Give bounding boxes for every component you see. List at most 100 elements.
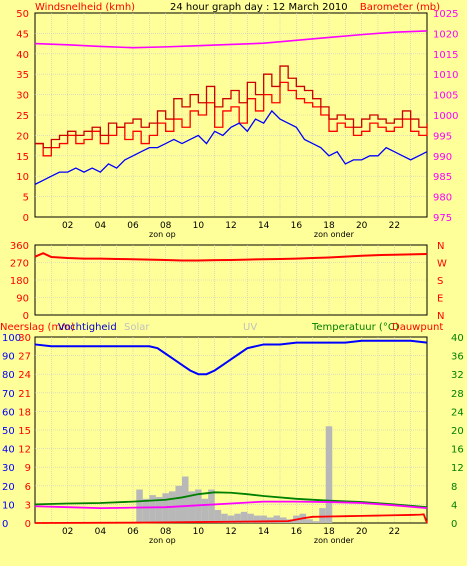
dewpoint-axis-label: Dauwpunt xyxy=(392,322,443,333)
compass-label: N xyxy=(437,241,444,252)
y-tick-label-left: 45 xyxy=(16,29,29,40)
solar-bar xyxy=(195,489,202,523)
x-tick-label: 20 xyxy=(356,221,368,231)
y-tick-label-left: 0 xyxy=(23,311,29,322)
y-tick-label-left: 20 xyxy=(16,131,29,142)
solar-bar xyxy=(260,515,267,523)
x-tick-label: 16 xyxy=(291,527,303,537)
y-tick-label-right: 1010 xyxy=(433,70,458,81)
y-tick-label-temp: 0 xyxy=(451,519,457,530)
series-line-1 xyxy=(34,339,428,376)
y-tick-label-right: 990 xyxy=(433,152,452,163)
solar-bar xyxy=(208,489,215,523)
y-tick-label-humidity: 90 xyxy=(2,352,15,363)
solar-bar xyxy=(214,509,222,523)
solar-bar xyxy=(306,519,313,523)
solar-bar xyxy=(201,498,209,523)
solar-bar xyxy=(182,476,189,523)
y-tick-label-left: 360 xyxy=(10,241,29,252)
y-tick-label-left: 35 xyxy=(16,70,29,81)
x-sub-label: zon onder xyxy=(314,230,355,239)
y-tick-label-temp: 20 xyxy=(451,426,464,437)
y-tick-label-right: 980 xyxy=(433,193,452,204)
x-tick-label: 22 xyxy=(389,221,400,231)
y-tick-label-humidity: 10 xyxy=(2,500,15,511)
y-tick-label-humidity: 20 xyxy=(2,482,15,493)
solar-bar xyxy=(240,511,248,523)
series-line-1 xyxy=(35,65,428,149)
x-tick-label: 20 xyxy=(356,527,368,537)
rain-axis-label: Neerslag (mm) xyxy=(0,322,75,333)
y-tick-label-right: 995 xyxy=(433,131,452,142)
y-tick-label-rain: 15 xyxy=(18,426,31,437)
y-tick-label-temp: 36 xyxy=(451,352,464,363)
x-tick-label: 22 xyxy=(389,527,400,537)
x-tick-label: 02 xyxy=(62,527,73,537)
y-tick-label-rain: 12 xyxy=(18,445,31,456)
x-sub-label: zon onder xyxy=(314,536,355,545)
y-tick-label-right: 975 xyxy=(433,213,452,224)
y-tick-label-left: 10 xyxy=(16,172,29,183)
x-tick-label: 10 xyxy=(193,221,205,231)
y-tick-label-left: 25 xyxy=(16,111,29,122)
y-tick-label-rain: 6 xyxy=(25,482,31,493)
solar-bar xyxy=(253,515,261,523)
y-tick-label-left: 50 xyxy=(16,9,29,20)
compass-label: W xyxy=(437,259,447,270)
x-tick-label: 16 xyxy=(291,221,303,231)
solar-bar xyxy=(175,485,182,523)
y-tick-label-left: 270 xyxy=(10,259,29,270)
y-tick-label-humidity: 60 xyxy=(2,407,15,418)
x-sub-label: zon op xyxy=(149,536,176,545)
temperature-axis-label: Temperatuur (°C) xyxy=(311,322,399,333)
y-tick-label-humidity: 70 xyxy=(2,389,15,400)
x-tick-label: 06 xyxy=(127,221,139,231)
y-tick-label-humidity: 100 xyxy=(2,333,21,344)
x-tick-label: 04 xyxy=(95,527,107,537)
x-tick-label: 18 xyxy=(323,221,335,231)
y-tick-label-right: 1015 xyxy=(433,50,458,61)
y-tick-label-right: 1025 xyxy=(433,9,458,20)
y-tick-label-left: 30 xyxy=(16,91,29,102)
x-tick-label: 14 xyxy=(258,527,270,537)
y-tick-label-humidity: 30 xyxy=(2,463,15,474)
compass-label: N xyxy=(437,311,444,322)
series-line-3 xyxy=(34,30,428,49)
y-tick-label-humidity: 50 xyxy=(2,426,15,437)
solar-bar xyxy=(142,498,150,523)
wind-panel: 0510152025303540455097598098599099510001… xyxy=(16,9,458,239)
y-tick-label-temp: 28 xyxy=(451,389,464,400)
x-tick-label: 02 xyxy=(62,221,73,231)
y-tick-label-right: 1020 xyxy=(433,29,458,40)
solar-bar xyxy=(312,521,320,523)
y-tick-label-right: 1005 xyxy=(433,91,458,102)
solar-bar xyxy=(221,513,228,523)
x-tick-label: 08 xyxy=(160,221,172,231)
solar-bar xyxy=(155,496,163,523)
y-tick-label-humidity: 0 xyxy=(2,519,8,530)
chart-title: 24 hour graph day : 12 March 2010 xyxy=(170,2,348,13)
compass-label: E xyxy=(437,294,443,305)
series-line-0 xyxy=(35,81,428,157)
y-tick-label-left: 90 xyxy=(16,294,29,305)
y-tick-label-rain: 9 xyxy=(25,463,31,474)
y-tick-label-rain: 18 xyxy=(18,407,31,418)
humidity-axis-label: Vochtigheid xyxy=(58,322,117,333)
solar-bar xyxy=(280,517,287,523)
y-tick-label-humidity: 80 xyxy=(2,370,15,381)
y-tick-label-left: 15 xyxy=(16,152,29,163)
y-tick-label-temp: 16 xyxy=(451,445,464,456)
y-tick-label-temp: 40 xyxy=(451,333,464,344)
y-tick-label-right: 985 xyxy=(433,172,452,183)
solar-bar xyxy=(325,426,333,523)
solar-bar xyxy=(234,513,241,523)
series-line-2 xyxy=(34,109,428,185)
x-tick-label: 18 xyxy=(323,527,335,537)
uv-label: UV xyxy=(243,322,257,333)
series-line-0 xyxy=(34,252,428,262)
y-tick-label-temp: 24 xyxy=(451,407,464,418)
series-line-3 xyxy=(34,500,428,510)
x-sub-label: zon op xyxy=(149,230,176,239)
